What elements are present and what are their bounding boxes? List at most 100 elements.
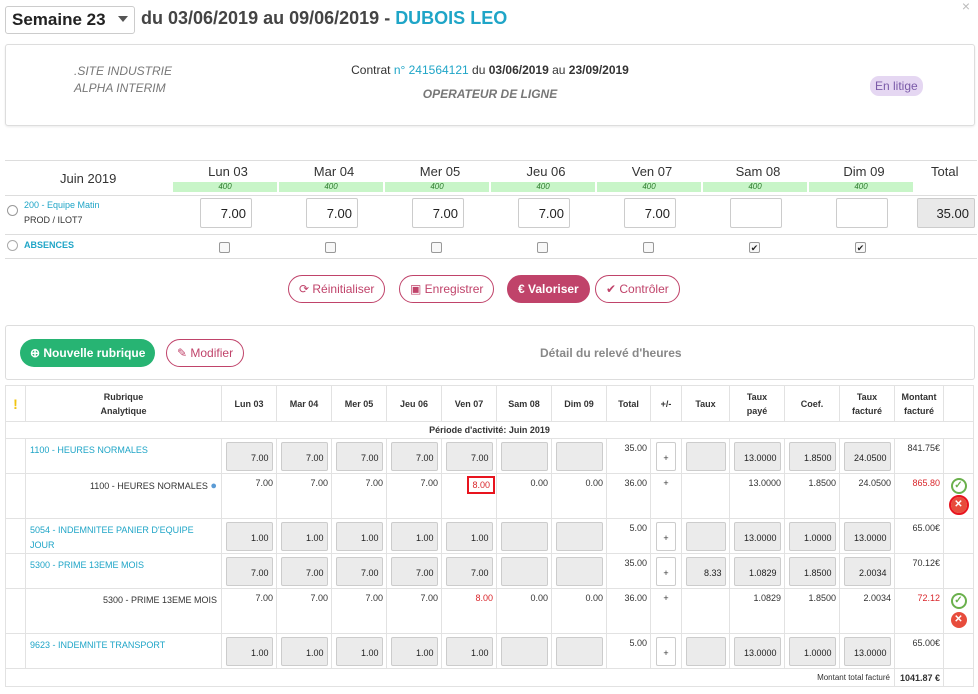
day-input[interactable]: 7.00 xyxy=(390,442,438,471)
absence-checkbox[interactable]: ✔ xyxy=(749,242,760,253)
day-input[interactable]: 7.00 xyxy=(445,442,493,471)
amount-value: 72.12 xyxy=(894,588,944,634)
plusminus-button[interactable]: + xyxy=(656,557,676,586)
amount-value: 865.80 xyxy=(894,473,944,519)
col-montant-line1: Montant xyxy=(901,391,937,402)
coef-value: 1.8500 xyxy=(784,473,840,519)
taux-paye-input[interactable]: 1.0829 xyxy=(733,557,781,586)
hours-input[interactable]: 7.00 xyxy=(518,198,570,228)
day-input[interactable]: 1.00 xyxy=(445,637,493,666)
comment-icon[interactable]: ● xyxy=(210,480,217,492)
absence-checkbox[interactable]: ✔ xyxy=(855,242,866,253)
taux-input[interactable] xyxy=(685,637,726,666)
day-input[interactable] xyxy=(555,557,603,586)
reset-button[interactable]: ⟳ Réinitialiser xyxy=(288,275,386,303)
day-value: 7.00 xyxy=(310,593,328,603)
day-cell: 0.00 xyxy=(551,473,607,519)
taux-paye-input[interactable]: 13.0000 xyxy=(733,522,781,551)
save-button[interactable]: ▣ Enregistrer xyxy=(399,275,495,303)
check-circle-icon[interactable]: ✓ xyxy=(950,478,967,494)
day-input[interactable]: 1.00 xyxy=(335,637,383,666)
hours-input[interactable]: 7.00 xyxy=(412,198,464,228)
week-select[interactable]: Semaine 23 xyxy=(5,6,135,34)
day-input[interactable]: 7.00 xyxy=(335,557,383,586)
plusminus-button[interactable]: + xyxy=(656,522,676,551)
day-input[interactable]: 1.00 xyxy=(445,522,493,551)
rubric-link[interactable]: 1100 - HEURES NORMALES xyxy=(25,438,222,474)
absence-checkbox[interactable] xyxy=(643,242,654,253)
day-input[interactable]: 7.00 xyxy=(335,442,383,471)
day-input[interactable] xyxy=(500,522,548,551)
day-input[interactable]: 1.00 xyxy=(280,637,328,666)
day-cell: 8.00 xyxy=(441,473,497,519)
row-marker xyxy=(5,473,26,519)
day-cell: 1.00 xyxy=(221,518,277,554)
taux-input[interactable] xyxy=(685,522,726,551)
hours-input[interactable] xyxy=(730,198,782,228)
table-row: 1100 - HEURES NORMALES 7.00 7.00 7.00 7.00 7.… xyxy=(5,438,974,474)
coef-input[interactable]: 1.8500 xyxy=(788,557,836,586)
day-input[interactable] xyxy=(555,637,603,666)
taux-paye-input[interactable]: 13.0000 xyxy=(733,637,781,666)
day-input[interactable]: 7.00 xyxy=(390,557,438,586)
plusminus-button[interactable]: + xyxy=(656,442,676,471)
day-input[interactable]: 7.00 xyxy=(445,557,493,586)
day-input[interactable]: 1.00 xyxy=(225,522,273,551)
agency-name: ALPHA INTERIM xyxy=(74,81,166,95)
day-input[interactable] xyxy=(500,442,548,471)
new-rubric-button[interactable]: ⊕ Nouvelle rubrique xyxy=(20,339,156,367)
taux-facture-input[interactable]: 2.0034 xyxy=(843,557,891,586)
contract-card: .SITE INDUSTRIE ALPHA INTERIM Contrat n° … xyxy=(5,44,975,126)
taux-input[interactable]: 8.33 xyxy=(685,557,726,586)
taux-input[interactable] xyxy=(685,442,726,471)
hours-input[interactable]: 7.00 xyxy=(200,198,252,228)
absence-checkbox[interactable] xyxy=(537,242,548,253)
absence-checkbox[interactable] xyxy=(431,242,442,253)
day-input[interactable]: 1.00 xyxy=(280,522,328,551)
coef-input[interactable]: 1.0000 xyxy=(788,637,836,666)
detail-title: Détail du relevé d'heures xyxy=(540,346,682,360)
hours-input[interactable]: 7.00 xyxy=(306,198,358,228)
plusminus-button[interactable]: + xyxy=(656,637,676,666)
check-circle-icon[interactable]: ✓ xyxy=(950,593,967,609)
day-input[interactable]: 7.00 xyxy=(280,442,328,471)
divider xyxy=(5,234,977,235)
day-input[interactable] xyxy=(500,637,548,666)
day-input[interactable] xyxy=(500,557,548,586)
taux-facture-input[interactable]: 13.0000 xyxy=(843,637,891,666)
day-input[interactable]: 7.00 xyxy=(225,442,273,471)
rubric-link[interactable]: 9623 - INDEMNITE TRANSPORT xyxy=(25,633,222,669)
close-icon[interactable]: × xyxy=(961,0,970,14)
day-input[interactable]: 1.00 xyxy=(335,522,383,551)
control-button[interactable]: ✔ Contrôler xyxy=(595,275,680,303)
day-input[interactable]: 1.00 xyxy=(390,637,438,666)
day-cell: 7.00 xyxy=(441,438,497,474)
x-circle-icon[interactable]: ✕ xyxy=(948,495,969,515)
coef-input[interactable]: 1.8500 xyxy=(788,442,836,471)
hours-input[interactable] xyxy=(836,198,888,228)
day-input[interactable]: 7.00 xyxy=(225,557,273,586)
x-circle-icon[interactable]: ✕ xyxy=(950,612,967,628)
modify-button[interactable]: ✎ Modifier xyxy=(166,339,245,367)
coef-input[interactable]: 1.0000 xyxy=(788,522,836,551)
day-input[interactable] xyxy=(555,442,603,471)
taux-facture-input[interactable]: 24.0500 xyxy=(843,442,891,471)
rubric-link[interactable]: 5300 - PRIME 13EME MOIS xyxy=(25,553,222,589)
absence-checkbox[interactable] xyxy=(325,242,336,253)
taux-facture-input[interactable]: 13.0000 xyxy=(843,522,891,551)
refresh-icon: ⟳ xyxy=(299,282,313,296)
coef-cell: 1.0000 xyxy=(784,518,840,554)
team-link[interactable]: 200 - Equipe Matin xyxy=(24,200,100,210)
day-cell: 7.00 xyxy=(221,473,277,519)
taux-paye-input[interactable]: 13.0000 xyxy=(733,442,781,471)
contract-number-link[interactable]: n° 241564121 xyxy=(393,63,469,77)
rubric-link[interactable]: 5054 - INDEMNITEE PANIER D'EQUIPE JOUR xyxy=(25,518,222,554)
hours-input[interactable]: 7.00 xyxy=(624,198,676,228)
day-input[interactable]: 1.00 xyxy=(390,522,438,551)
absence-checkbox[interactable] xyxy=(219,242,230,253)
day-input[interactable]: 7.00 xyxy=(280,557,328,586)
day-input[interactable]: 1.00 xyxy=(225,637,273,666)
day-input[interactable] xyxy=(555,522,603,551)
valorise-button[interactable]: € Valoriser xyxy=(507,275,590,303)
taux-facture-cell: 2.0034 xyxy=(839,553,895,589)
